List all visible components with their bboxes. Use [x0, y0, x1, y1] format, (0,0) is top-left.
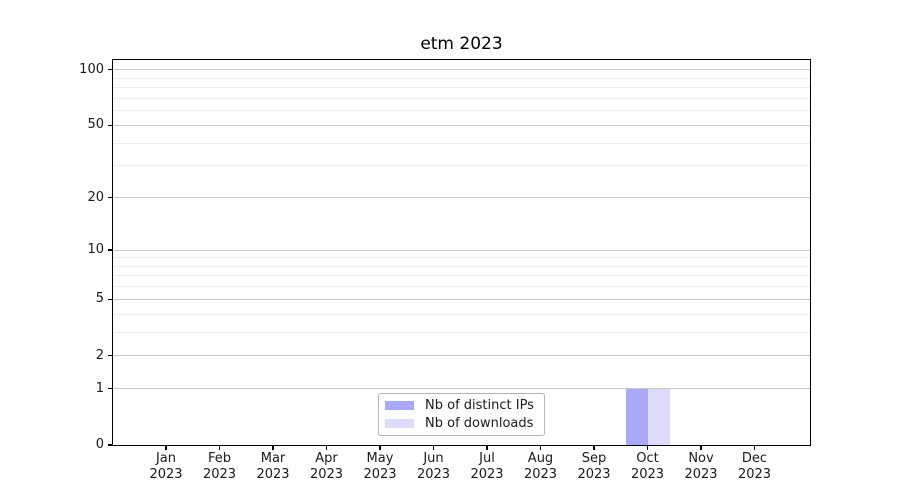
- x-tick-mark: [486, 445, 488, 450]
- y-tick-label: 20: [87, 189, 104, 205]
- x-tick-month: Dec: [741, 451, 768, 466]
- y-tick-label: 50: [87, 117, 104, 133]
- x-tick-year: 2023: [256, 466, 290, 482]
- x-tick-year: 2023: [149, 466, 183, 482]
- bar-distinct-ips: [625, 388, 648, 445]
- x-tick-month: Nov: [688, 451, 714, 466]
- bar-downloads: [647, 388, 670, 445]
- x-tick-label: Nov 2023: [669, 451, 733, 482]
- gridline-minor: [113, 313, 810, 315]
- gridline-minor: [113, 275, 810, 277]
- y-tick-mark: [108, 444, 113, 446]
- gridline-major: [113, 355, 810, 357]
- x-tick-mark: [753, 445, 756, 450]
- gridline-major: [113, 388, 810, 390]
- legend-swatch-distinct-ips: [385, 401, 414, 410]
- legend-entry-downloads: Nb of downloads: [385, 416, 536, 431]
- x-tick-mark: [272, 445, 274, 450]
- chart-title: etm 2023: [420, 34, 503, 54]
- legend-swatch-downloads: [385, 419, 414, 428]
- x-tick-year: 2023: [309, 466, 344, 482]
- x-tick-year: 2023: [737, 466, 772, 482]
- y-tick-label: 5: [95, 291, 104, 307]
- x-tick-label: Jun 2023: [402, 451, 466, 482]
- x-tick-year: 2023: [684, 466, 718, 482]
- x-tick-mark: [379, 445, 381, 450]
- x-tick-label: Jan 2023: [134, 451, 198, 482]
- x-tick-label: May 2023: [348, 451, 412, 482]
- x-tick-month: Jun: [423, 451, 444, 466]
- x-tick-label: Feb 2023: [188, 451, 252, 482]
- y-tick-mark: [108, 298, 113, 300]
- x-tick-year: 2023: [577, 466, 611, 482]
- x-tick-month: Jul: [479, 451, 495, 466]
- gridline-minor: [113, 110, 810, 112]
- legend: Nb of distinct IPs Nb of downloads: [378, 393, 545, 436]
- y-tick-label: 1: [95, 380, 104, 396]
- x-tick-mark: [700, 445, 702, 450]
- x-tick-month: Oct: [636, 451, 659, 466]
- gridline-minor: [113, 142, 810, 144]
- x-tick-month: Aug: [527, 451, 554, 466]
- x-tick-mark: [432, 445, 435, 450]
- x-tick-year: 2023: [363, 466, 397, 482]
- gridline-minor: [113, 77, 810, 79]
- x-tick-month: Sep: [581, 451, 607, 466]
- gridline-major: [113, 249, 810, 251]
- x-tick-month: Apr: [315, 451, 338, 466]
- y-tick-mark: [108, 388, 113, 390]
- gridline-minor: [113, 97, 810, 99]
- x-tick-month: Feb: [207, 451, 232, 466]
- y-tick-mark: [108, 196, 113, 199]
- x-tick-mark: [325, 445, 328, 450]
- x-tick-mark: [593, 445, 595, 450]
- y-tick-mark: [108, 124, 113, 127]
- x-tick-year: 2023: [470, 466, 504, 482]
- x-tick-label: Sep 2023: [562, 451, 626, 482]
- x-tick-month: Mar: [260, 451, 286, 466]
- gridline-major: [113, 124, 810, 126]
- x-tick-year: 2023: [202, 466, 237, 482]
- y-tick-label: 2: [95, 347, 104, 363]
- plot-frame: [112, 59, 811, 446]
- x-tick-label: Dec 2023: [723, 451, 787, 482]
- gridline-minor: [113, 165, 810, 167]
- y-tick-mark: [108, 249, 113, 251]
- gridline-minor: [113, 257, 810, 259]
- x-tick-mark: [646, 445, 649, 450]
- x-tick-month: May: [366, 451, 394, 466]
- legend-entry-distinct-ips: Nb of distinct IPs: [385, 398, 536, 413]
- x-tick-year: 2023: [523, 466, 558, 482]
- gridline-minor: [113, 286, 810, 288]
- x-tick-month: Jan: [155, 451, 177, 466]
- x-tick-label: Jul 2023: [455, 451, 519, 482]
- x-tick-mark: [539, 445, 542, 450]
- y-tick-label: 10: [87, 242, 104, 258]
- legend-label-distinct-ips: Nb of distinct IPs: [425, 398, 534, 413]
- x-tick-year: 2023: [416, 466, 451, 482]
- gridline-minor: [113, 87, 810, 89]
- x-tick-year: 2023: [630, 466, 665, 482]
- y-tick-label: 0: [95, 437, 104, 452]
- y-tick-mark: [108, 355, 113, 357]
- x-tick-label: Mar 2023: [241, 451, 305, 482]
- gridline-minor: [113, 265, 810, 267]
- gridline-major: [113, 298, 810, 300]
- x-tick-label: Apr 2023: [295, 451, 359, 482]
- y-tick-label: 100: [79, 61, 104, 77]
- x-tick-mark: [165, 445, 167, 450]
- gridline-major: [113, 69, 810, 71]
- legend-label-downloads: Nb of downloads: [425, 416, 534, 431]
- x-tick-mark: [218, 445, 221, 450]
- gridline-major: [113, 197, 810, 198]
- gridline-minor: [113, 331, 810, 333]
- x-tick-label: Oct 2023: [616, 451, 680, 482]
- x-tick-label: Aug 2023: [509, 451, 573, 482]
- y-tick-mark: [108, 69, 113, 71]
